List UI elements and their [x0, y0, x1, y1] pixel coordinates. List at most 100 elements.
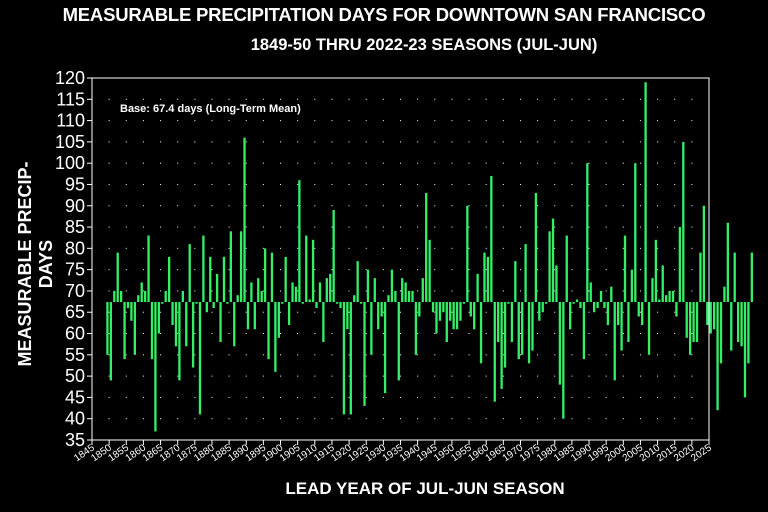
grid-dot: [588, 418, 590, 420]
grid-dot: [468, 183, 470, 185]
grid-dot: [639, 311, 641, 313]
grid-dot: [262, 396, 264, 398]
bar: [716, 302, 719, 411]
y-ticks: 3540455055606570758085909510010511011512…: [55, 68, 92, 450]
grid-dot: [142, 269, 144, 271]
bar: [373, 278, 376, 303]
grid-dot: [245, 226, 247, 228]
grid-dot: [537, 162, 539, 164]
bar: [596, 302, 599, 308]
grid-dot: [691, 290, 693, 292]
grid-dot: [519, 247, 521, 249]
grid-dot: [400, 226, 401, 228]
bar: [260, 290, 263, 303]
bar: [579, 302, 582, 308]
grid-dot: [314, 120, 316, 122]
bar: [586, 163, 589, 303]
grid-dot: [691, 120, 693, 122]
grid-dot: [605, 205, 607, 207]
grid-dot: [674, 141, 676, 143]
grid-dot: [177, 98, 179, 100]
grid-dot: [262, 183, 264, 185]
grid-dot: [108, 247, 110, 249]
grid-dot: [657, 354, 659, 356]
grid-dot: [125, 375, 127, 377]
bar: [322, 302, 325, 343]
grid-dot: [554, 141, 556, 143]
bar: [675, 302, 678, 317]
bar: [418, 302, 421, 317]
grid-dot: [674, 333, 676, 335]
grid-dot: [571, 269, 573, 271]
grid-dot: [177, 333, 179, 335]
bar: [414, 302, 418, 355]
bar: [685, 302, 688, 338]
bar: [599, 290, 603, 303]
grid-dot: [365, 290, 367, 292]
grid-dot: [588, 269, 590, 271]
grid-dot: [451, 375, 453, 377]
grid-dot: [348, 396, 350, 398]
bar: [195, 302, 198, 304]
grid-dot: [622, 141, 624, 143]
grid-dot: [348, 333, 350, 335]
bar: [397, 302, 400, 381]
grid-dot: [451, 247, 453, 249]
bar: [291, 282, 294, 303]
grid-dot: [417, 183, 419, 185]
bar: [157, 302, 161, 334]
grid-dot: [434, 162, 436, 164]
grid-dot: [365, 333, 367, 335]
bar: [150, 302, 154, 360]
bar: [688, 302, 692, 355]
grid-dot: [348, 290, 350, 292]
grid-dot: [622, 311, 624, 313]
bar: [318, 282, 322, 303]
y-tick-label: 70: [65, 281, 85, 301]
grid-dot: [554, 226, 556, 228]
grid-dot: [211, 333, 213, 335]
grid-dot: [194, 290, 196, 292]
grid-dot: [485, 311, 487, 313]
grid-dot: [417, 141, 419, 143]
grid-dot: [348, 162, 350, 164]
grid-dot: [434, 354, 436, 356]
bar: [353, 295, 356, 303]
grid-dot: [657, 375, 659, 377]
grid-dot: [537, 354, 539, 356]
grid-dot: [657, 141, 659, 143]
grid-dot: [177, 311, 179, 313]
grid-dot: [657, 418, 659, 420]
grid-dot: [519, 333, 521, 335]
bar: [747, 302, 750, 364]
grid-dot: [228, 375, 230, 377]
bar: [723, 286, 726, 303]
grid-dot: [485, 247, 487, 249]
grid-dot: [400, 375, 401, 377]
grid-dot: [125, 290, 127, 292]
grid-dot: [108, 290, 110, 292]
grid-dot: [537, 333, 539, 335]
bar: [603, 302, 606, 308]
grid-dot: [348, 311, 350, 313]
grid-dot: [348, 375, 350, 377]
bar: [610, 286, 613, 303]
grid-dot: [348, 354, 350, 356]
bar: [233, 302, 236, 347]
grid-dot: [622, 269, 624, 271]
grid-dot: [554, 183, 556, 185]
grid-dot: [297, 396, 299, 398]
grid-dot: [657, 311, 659, 313]
grid-dot: [657, 98, 659, 100]
bar: [370, 302, 373, 355]
x-axis-label: LEAD YEAR OF JUL-JUN SEASON: [285, 479, 565, 498]
grid-dot: [485, 354, 487, 356]
grid-dot: [468, 418, 470, 420]
grid-dot: [365, 269, 367, 271]
grid-dot: [280, 311, 282, 313]
grid-dot: [194, 98, 196, 100]
grid-dot: [314, 396, 316, 398]
bar: [616, 302, 620, 326]
grid-dot: [468, 141, 470, 143]
y-tick-label: 80: [65, 238, 85, 258]
